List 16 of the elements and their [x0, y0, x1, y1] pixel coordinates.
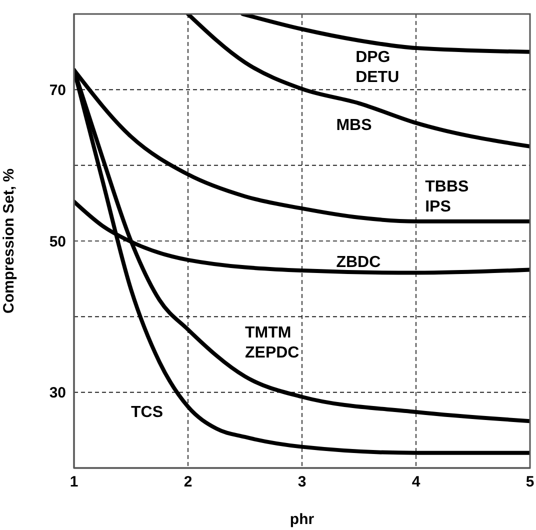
y-axis-title: Compression Set, %: [0, 168, 18, 314]
series-label: ZBDC: [336, 254, 382, 271]
series-label: DPG DETU: [356, 48, 400, 86]
y-tick-label: 50: [49, 233, 66, 250]
y-tick-label: 30: [49, 384, 66, 402]
series-label: TCS: [131, 404, 164, 421]
x-tick-label: 5: [526, 474, 534, 491]
series-label: MBS: [336, 116, 372, 134]
series-label: TBBS IPS: [425, 178, 470, 216]
x-tick-label: 2: [184, 474, 192, 491]
x-tick-label: 1: [70, 474, 78, 491]
x-axis-title: phr: [290, 511, 314, 528]
x-tick-label: 4: [412, 474, 421, 491]
y-tick-label: 70: [49, 82, 66, 99]
x-tick-label: 3: [298, 474, 306, 491]
series-label: TMTM ZEPDC: [245, 324, 300, 362]
